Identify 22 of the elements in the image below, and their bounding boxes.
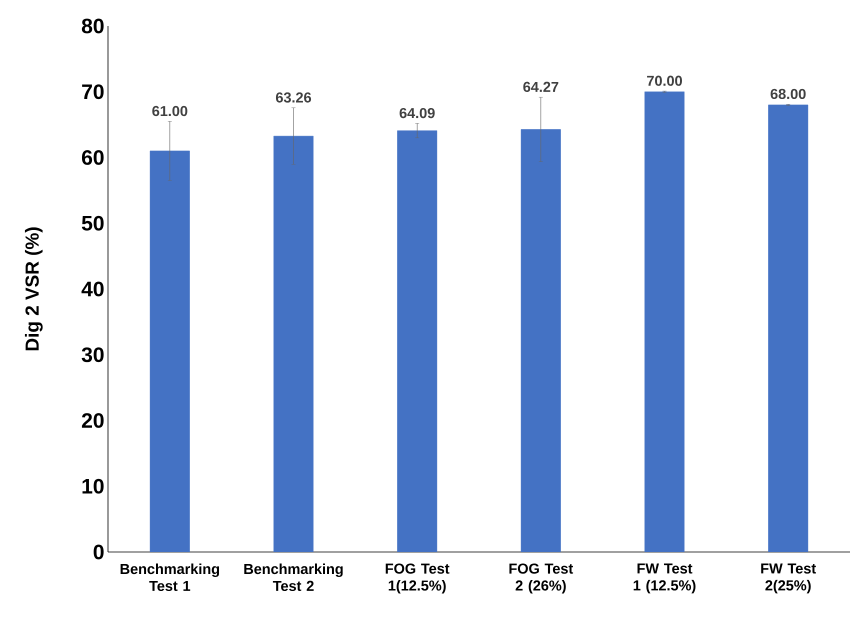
x-tick-label: FOG Test 1(12.5%) xyxy=(386,563,450,594)
y-tick-label: 20 xyxy=(82,413,104,428)
data-label: 63.26 xyxy=(276,92,312,103)
y-tick-label: 0 xyxy=(94,544,104,560)
data-label: 64.09 xyxy=(400,108,435,118)
y-tick-label: 70 xyxy=(82,84,104,100)
x-tick-label: Benchmarking Test 2 xyxy=(244,563,343,592)
x-tick-label: Benchmarking Test 1 xyxy=(120,563,220,592)
data-label: 61.00 xyxy=(152,106,188,116)
y-tick-label: 30 xyxy=(82,347,104,362)
y-axis-title: Dig 2 VSR (%) xyxy=(24,227,43,350)
y-tick-label: 10 xyxy=(82,478,104,494)
y-tick-label: 60 xyxy=(82,150,104,165)
data-label: 68.00 xyxy=(770,88,806,100)
x-tick-label: FW Test 2(25%) xyxy=(761,563,816,594)
x-tick-label: FOG Test 2 (26%) xyxy=(509,563,574,594)
y-tick-label: 80 xyxy=(82,18,104,34)
data-label: 64.27 xyxy=(523,82,558,92)
data-label: 70.00 xyxy=(647,76,682,86)
y-tick-label: 50 xyxy=(82,216,104,231)
x-tick-label: FW Test 1 (12.5%) xyxy=(634,563,696,594)
y-tick-label: 40 xyxy=(82,282,104,296)
